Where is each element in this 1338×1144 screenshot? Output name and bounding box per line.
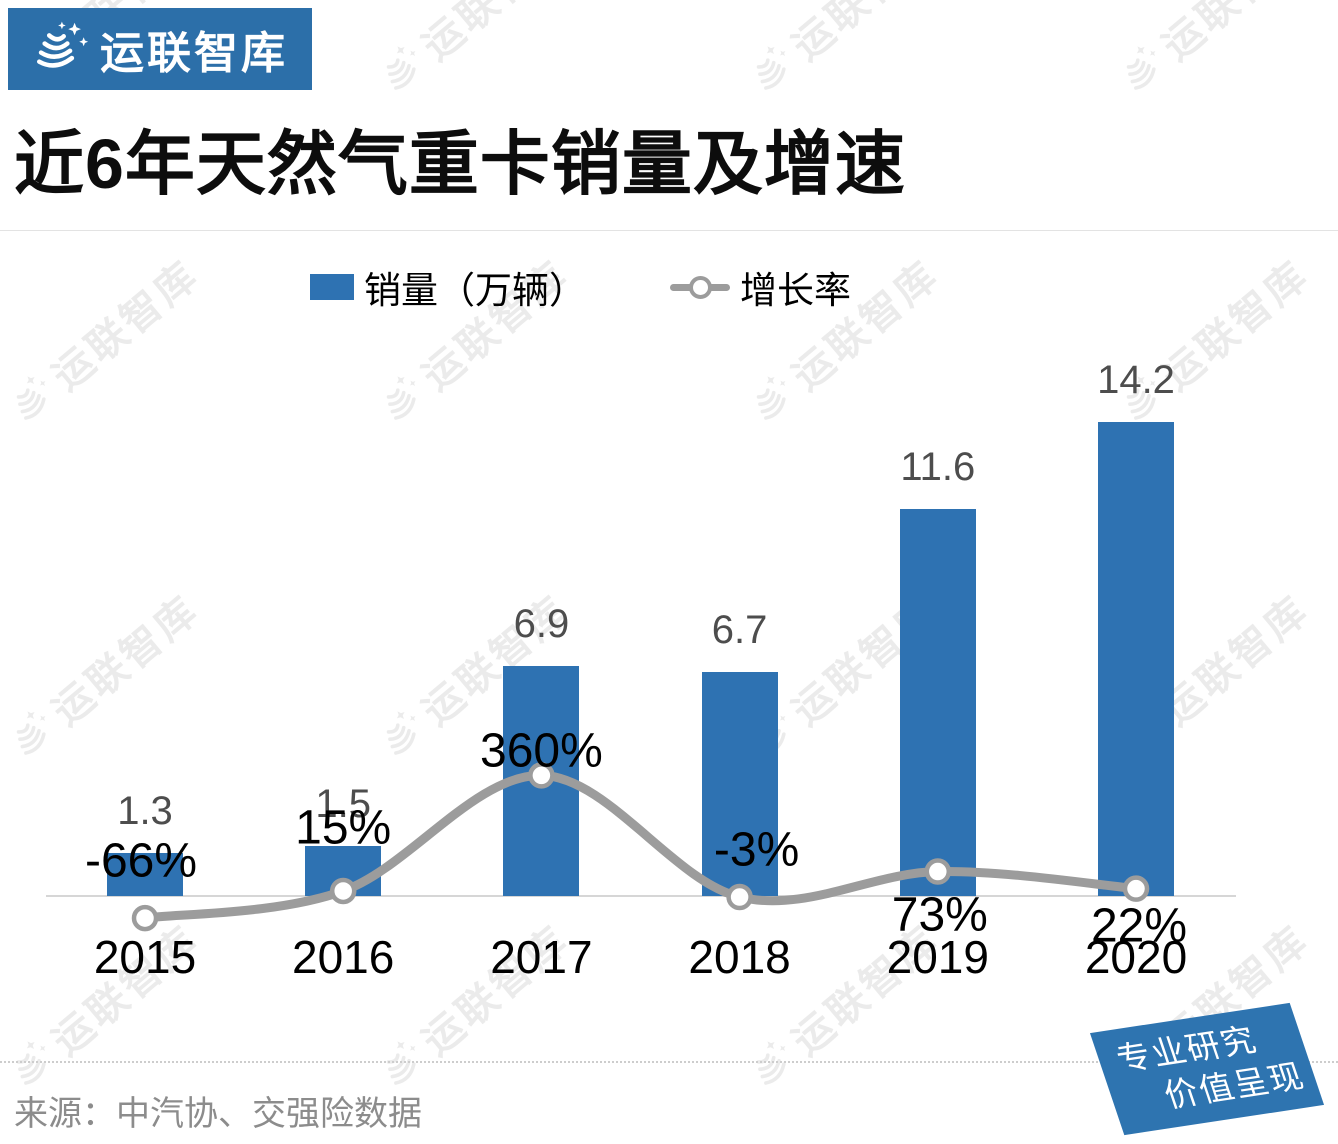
bar-2020: [1098, 421, 1174, 896]
legend-item-growth: 增长率: [670, 260, 851, 314]
source-note: 来源：中汽协、交强险数据: [14, 1095, 422, 1133]
x-tick-2016: 2016: [292, 931, 395, 983]
bar-value-label-2017: 6.9: [513, 601, 570, 646]
footer-divider: [0, 1061, 1338, 1063]
growth-label-2019: 73%: [891, 888, 988, 942]
title-divider: [0, 230, 1338, 231]
bar-value-label-2016: 1.5: [315, 781, 371, 826]
legend-item-sales: 销量（万辆）: [310, 260, 586, 314]
x-tick-2019: 2019: [886, 931, 989, 983]
bar-value-label-2015: 1.3: [117, 788, 173, 833]
x-tick-2018: 2018: [688, 931, 791, 983]
bar-2018: [701, 672, 778, 896]
globe-swirl-icon: [36, 21, 89, 68]
growth-label-2020: 22%: [1090, 899, 1188, 953]
growth-marker-2017: [528, 762, 555, 789]
growth-label-2016: 15%: [295, 801, 392, 855]
growth-label-2018: -3%: [713, 823, 800, 877]
bar-value-label-2019: 11.6: [900, 444, 976, 489]
page-title: 近6年天然气重卡销量及增速: [14, 125, 906, 203]
bar-2015: [107, 852, 183, 896]
growth-marker-2019: [924, 858, 952, 885]
chart-legend: 销量（万辆） 增长率: [310, 260, 851, 314]
brand-name: 运联智库: [100, 29, 288, 78]
legend-growth-label: 增长率: [740, 270, 851, 311]
growth-line: [144, 770, 1137, 923]
growth-marker-2018: [726, 883, 753, 911]
growth-label-2017: 360%: [480, 724, 603, 778]
growth-label-2015: -66%: [84, 834, 198, 888]
bar-value-label-2018: 6.7: [711, 608, 768, 653]
x-tick-2017: 2017: [490, 931, 593, 983]
growth-line-marker-icon: [670, 274, 730, 300]
x-tick-2020: 2020: [1084, 931, 1188, 983]
legend-sales-label: 销量（万辆）: [364, 270, 586, 311]
brand-logo: 运联智库: [8, 8, 312, 90]
bar-2019: [899, 508, 976, 896]
sales-swatch: [310, 274, 354, 300]
growth-marker-2016: [329, 877, 357, 905]
growth-marker-2015: [131, 904, 159, 932]
growth-marker-2020: [1122, 875, 1150, 902]
x-tick-2015: 2015: [93, 931, 197, 983]
x-axis-line: [46, 895, 1236, 897]
